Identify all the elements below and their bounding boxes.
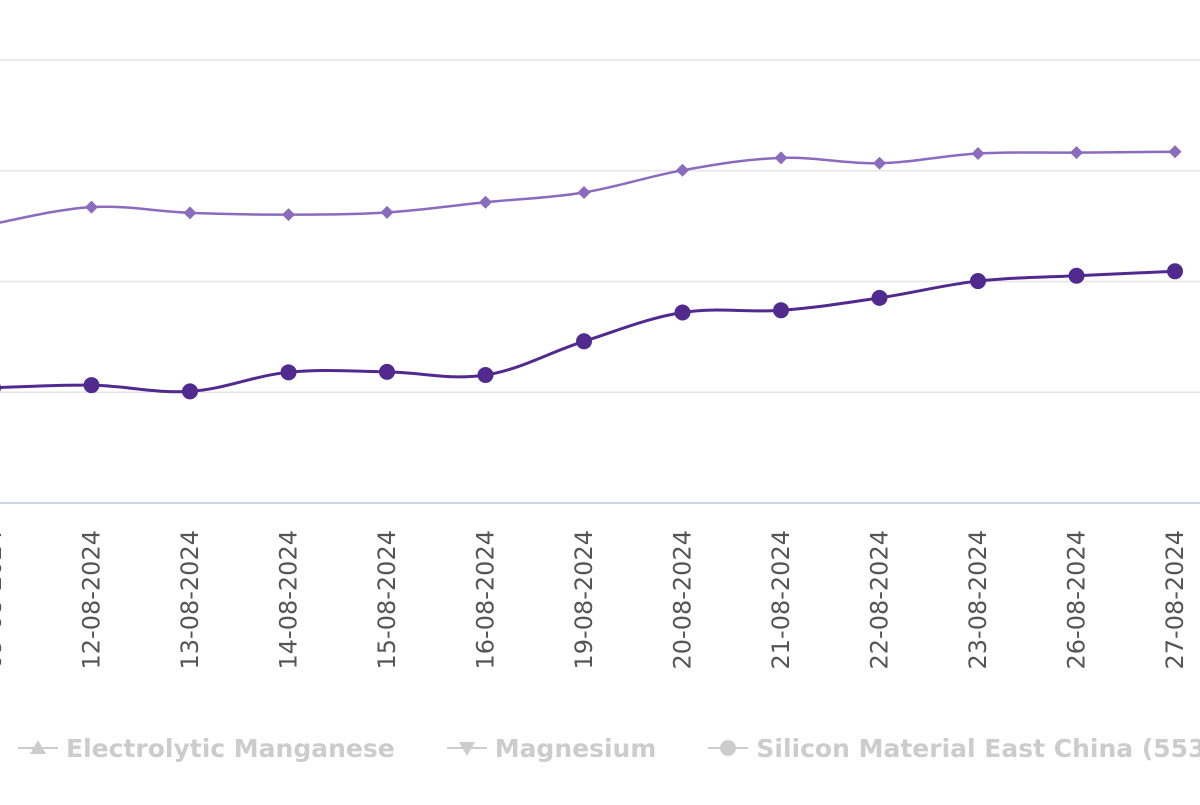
data-point <box>873 156 886 170</box>
data-point <box>774 151 788 165</box>
x-tick-label: 13-08-2024 <box>176 530 204 669</box>
data-point <box>871 289 888 306</box>
series-4 <box>0 263 1183 400</box>
series-line <box>0 150 1176 224</box>
x-tick-label: 20-08-2024 <box>669 530 697 669</box>
data-point <box>971 146 985 160</box>
x-axis: 09-08-2024 12-08-2024 13-08-2024 14-08-2024… <box>0 502 1200 669</box>
x-tick-label: 14-08-2024 <box>275 530 303 669</box>
x-tick-label: 09-08-2024 <box>0 530 7 669</box>
data-point <box>477 366 494 383</box>
data-point <box>1070 146 1083 160</box>
data-point <box>970 273 986 290</box>
data-point <box>676 163 689 177</box>
x-tick-label: 22-08-2024 <box>866 530 894 669</box>
data-point <box>773 302 789 319</box>
data-point <box>379 363 395 380</box>
data-point <box>182 383 198 400</box>
triangle-down-icon <box>446 742 487 756</box>
legend: Electrolytic Manganese Magnesium Silicon… <box>18 728 1200 768</box>
x-tick-label: 21-08-2024 <box>767 530 795 669</box>
data-point <box>576 333 592 350</box>
data-point <box>85 200 98 214</box>
x-tick-label: 27-08-2024 <box>1161 530 1189 669</box>
series-3 <box>0 145 1182 224</box>
data-point <box>280 364 297 381</box>
data-point <box>282 208 295 222</box>
data-point <box>380 205 394 219</box>
x-tick-label: 12-08-2024 <box>78 530 106 669</box>
legend-item-electrolytic-manganese[interactable]: Electrolytic Manganese <box>18 734 395 763</box>
data-point <box>1168 145 1182 159</box>
x-tick-label: 15-08-2024 <box>373 530 401 669</box>
x-tick-label: 16-08-2024 <box>472 530 500 669</box>
legend-label: Magnesium <box>494 733 657 763</box>
x-tick-label: 19-08-2024 <box>570 530 598 669</box>
legend-label: Silicon Material East China (553#) <box>756 733 1200 763</box>
x-tick-label: 23-08-2024 <box>964 530 992 669</box>
data-point <box>577 185 591 199</box>
data-point <box>183 206 197 220</box>
x-tick-label: 26-08-2024 <box>1063 530 1091 669</box>
data-point <box>0 383 1 392</box>
legend-item-magnesium[interactable]: Magnesium <box>446 733 657 763</box>
data-point <box>1167 263 1183 280</box>
triangle-up-icon <box>18 740 58 754</box>
data-point <box>83 377 100 394</box>
series-layer <box>0 145 1183 400</box>
gridlines <box>0 59 1200 393</box>
series-line <box>0 269 1176 394</box>
legend-label: Electrolytic Manganese <box>66 733 395 763</box>
circle-icon <box>708 740 749 756</box>
data-point <box>479 195 492 209</box>
data-point <box>674 304 691 321</box>
data-point <box>1068 267 1085 284</box>
legend-item-silicon-material[interactable]: Silicon Material East China (553#) <box>708 734 1200 763</box>
